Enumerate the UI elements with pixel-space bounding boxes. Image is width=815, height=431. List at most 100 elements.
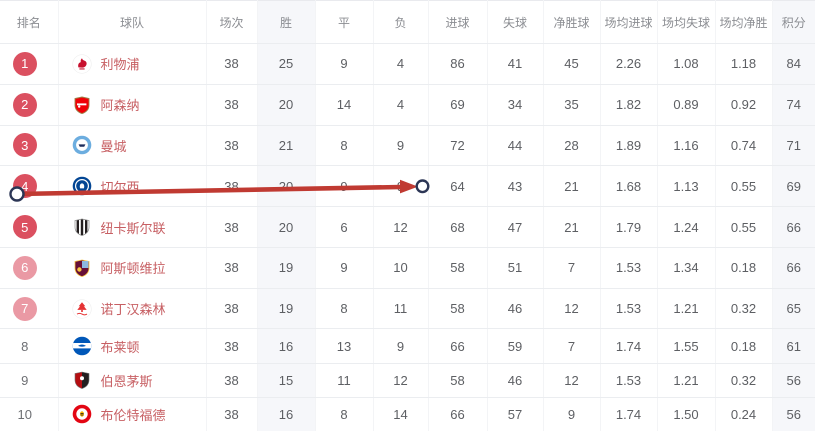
team[interactable]: 曼城 <box>59 135 206 155</box>
column-header-gf: 进球 <box>428 0 488 44</box>
cell-pts: 84 <box>772 43 815 85</box>
brighton-crest-icon <box>72 336 92 356</box>
team-name: 利物浦 <box>100 57 140 73</box>
cell-gf: 64 <box>428 165 488 208</box>
cell-gd: 7 <box>543 328 601 364</box>
cell-gf: 58 <box>428 288 488 330</box>
cell-avg_gd: 1.18 <box>715 43 773 85</box>
cell-draw: 8 <box>315 288 374 330</box>
cell-win: 15 <box>257 363 316 398</box>
rank-cell: 6 <box>0 247 59 289</box>
cell-played: 38 <box>206 247 258 289</box>
team[interactable]: 纽卡斯尔联 <box>59 217 206 237</box>
cell-gf: 66 <box>428 397 488 431</box>
cell-draw: 13 <box>315 328 374 364</box>
cell-ga: 59 <box>487 328 544 364</box>
column-header-gd: 净胜球 <box>543 0 601 44</box>
cell-played: 38 <box>206 328 258 364</box>
cell-gd: 21 <box>543 206 601 248</box>
cell-gd: 28 <box>543 125 601 167</box>
table-row-nottingham-forest[interactable]: 7 诺丁汉森林 38 19 8 11 58 46 12 1.53 1.21 0.32 65 <box>0 288 815 330</box>
table-row-man-city[interactable]: 3 曼城 38 21 8 9 72 44 28 1.89 1.16 0.74 71 <box>0 125 815 167</box>
column-header-loss: 负 <box>373 0 429 44</box>
table-row-chelsea[interactable]: 4 切尔西 38 20 9 9 64 43 21 1.68 1.13 0.55 69 <box>0 165 815 208</box>
cell-gd: 12 <box>543 288 601 330</box>
aston-villa-crest-icon <box>72 258 92 278</box>
team-name: 布伦特福德 <box>100 407 166 423</box>
cell-gf: 66 <box>428 328 488 364</box>
team-name: 阿斯顿维拉 <box>100 261 166 277</box>
rank-cell: 2 <box>0 84 59 126</box>
table-row-aston-villa[interactable]: 6 阿斯顿维拉 38 19 9 10 58 51 7 1.53 1.34 0.18 66 <box>0 247 815 289</box>
team-name: 曼城 <box>100 138 127 154</box>
rank-cell: 4 <box>0 165 59 208</box>
team[interactable]: 诺丁汉森林 <box>59 298 206 319</box>
cell-avg_ga: 0.89 <box>657 84 716 126</box>
cell-gd: 21 <box>543 165 601 208</box>
cell-avg_gf: 1.79 <box>600 206 658 248</box>
table-row-liverpool[interactable]: 1 利物浦 38 25 9 4 86 41 45 2.26 1.08 1.18 84 <box>0 43 815 85</box>
cell-avg_gd: 0.18 <box>715 328 773 364</box>
rank-number: 8 <box>21 338 29 354</box>
team[interactable]: 伯恩茅斯 <box>59 370 206 390</box>
team-cell: 利物浦 <box>58 43 207 85</box>
cell-avg_ga: 1.55 <box>657 328 716 364</box>
cell-gd: 12 <box>543 363 601 398</box>
cell-ga: 44 <box>487 125 544 167</box>
table-row-bournemouth[interactable]: 9 伯恩茅斯 38 15 11 12 58 46 12 1.53 1.21 0.32 56 <box>0 363 815 398</box>
column-header-win: 胜 <box>257 0 316 44</box>
team-cell: 曼城 <box>58 125 207 167</box>
bournemouth-crest-icon <box>72 370 92 390</box>
arsenal-crest-icon <box>72 95 92 115</box>
rank-badge: 3 <box>12 133 37 158</box>
column-header-played: 场次 <box>206 0 258 44</box>
rank-cell: 9 <box>0 363 59 398</box>
cell-loss: 9 <box>373 125 429 167</box>
rank-cell: 1 <box>0 43 59 85</box>
team-cell: 阿森纳 <box>58 84 207 126</box>
rank-number: 10 <box>17 406 32 422</box>
column-header-rank: 排名 <box>0 0 59 44</box>
team[interactable]: 阿森纳 <box>59 95 206 115</box>
cell-gd: 9 <box>543 397 601 431</box>
table-row-arsenal[interactable]: 2 阿森纳 38 20 14 4 69 34 35 1.82 0.89 0.92 74 <box>0 84 815 126</box>
cell-avg_gf: 1.53 <box>600 247 658 289</box>
newcastle-crest-icon <box>72 217 92 237</box>
nottingham-forest-crest-icon <box>71 298 92 319</box>
team[interactable]: 布莱顿 <box>59 336 206 356</box>
rank-cell: 7 <box>0 288 59 330</box>
cell-played: 38 <box>206 84 258 126</box>
cell-draw: 9 <box>315 165 374 208</box>
cell-draw: 11 <box>315 363 374 398</box>
cell-draw: 6 <box>315 206 374 248</box>
cell-pts: 66 <box>772 247 815 289</box>
cell-ga: 43 <box>487 165 544 208</box>
team[interactable]: 切尔西 <box>59 176 206 196</box>
team[interactable]: 阿斯顿维拉 <box>59 258 206 278</box>
cell-pts: 69 <box>772 165 815 208</box>
cell-avg_ga: 1.16 <box>657 125 716 167</box>
cell-avg_gd: 0.32 <box>715 288 773 330</box>
cell-win: 16 <box>257 397 316 431</box>
cell-gd: 7 <box>543 247 601 289</box>
cell-draw: 8 <box>315 125 374 167</box>
cell-avg_ga: 1.13 <box>657 165 716 208</box>
column-header-avg_gf: 场均进球 <box>600 0 658 44</box>
cell-avg_ga: 1.21 <box>657 288 716 330</box>
column-header-team: 球队 <box>58 0 207 44</box>
column-header-avg_gd: 场均净胜 <box>715 0 773 44</box>
table-row-brighton[interactable]: 8 布莱顿 38 16 13 9 66 59 7 1.74 1.55 0.18 61 <box>0 328 815 364</box>
table-row-brentford[interactable]: 10 布伦特福德 38 16 8 14 66 57 9 1.74 1.50 0.24 56 <box>0 397 815 431</box>
table-row-newcastle[interactable]: 5 纽卡斯尔联 38 20 6 12 68 47 21 1.79 1.24 0.55 66 <box>0 206 815 248</box>
cell-loss: 10 <box>373 247 429 289</box>
cell-avg_gd: 0.18 <box>715 247 773 289</box>
team[interactable]: 利物浦 <box>59 54 206 74</box>
team-cell: 纽卡斯尔联 <box>58 206 207 248</box>
cell-win: 20 <box>257 165 316 208</box>
rank-cell: 5 <box>0 206 59 248</box>
cell-pts: 61 <box>772 328 815 364</box>
team[interactable]: 布伦特福德 <box>59 404 206 424</box>
rank-number: 9 <box>21 372 29 388</box>
